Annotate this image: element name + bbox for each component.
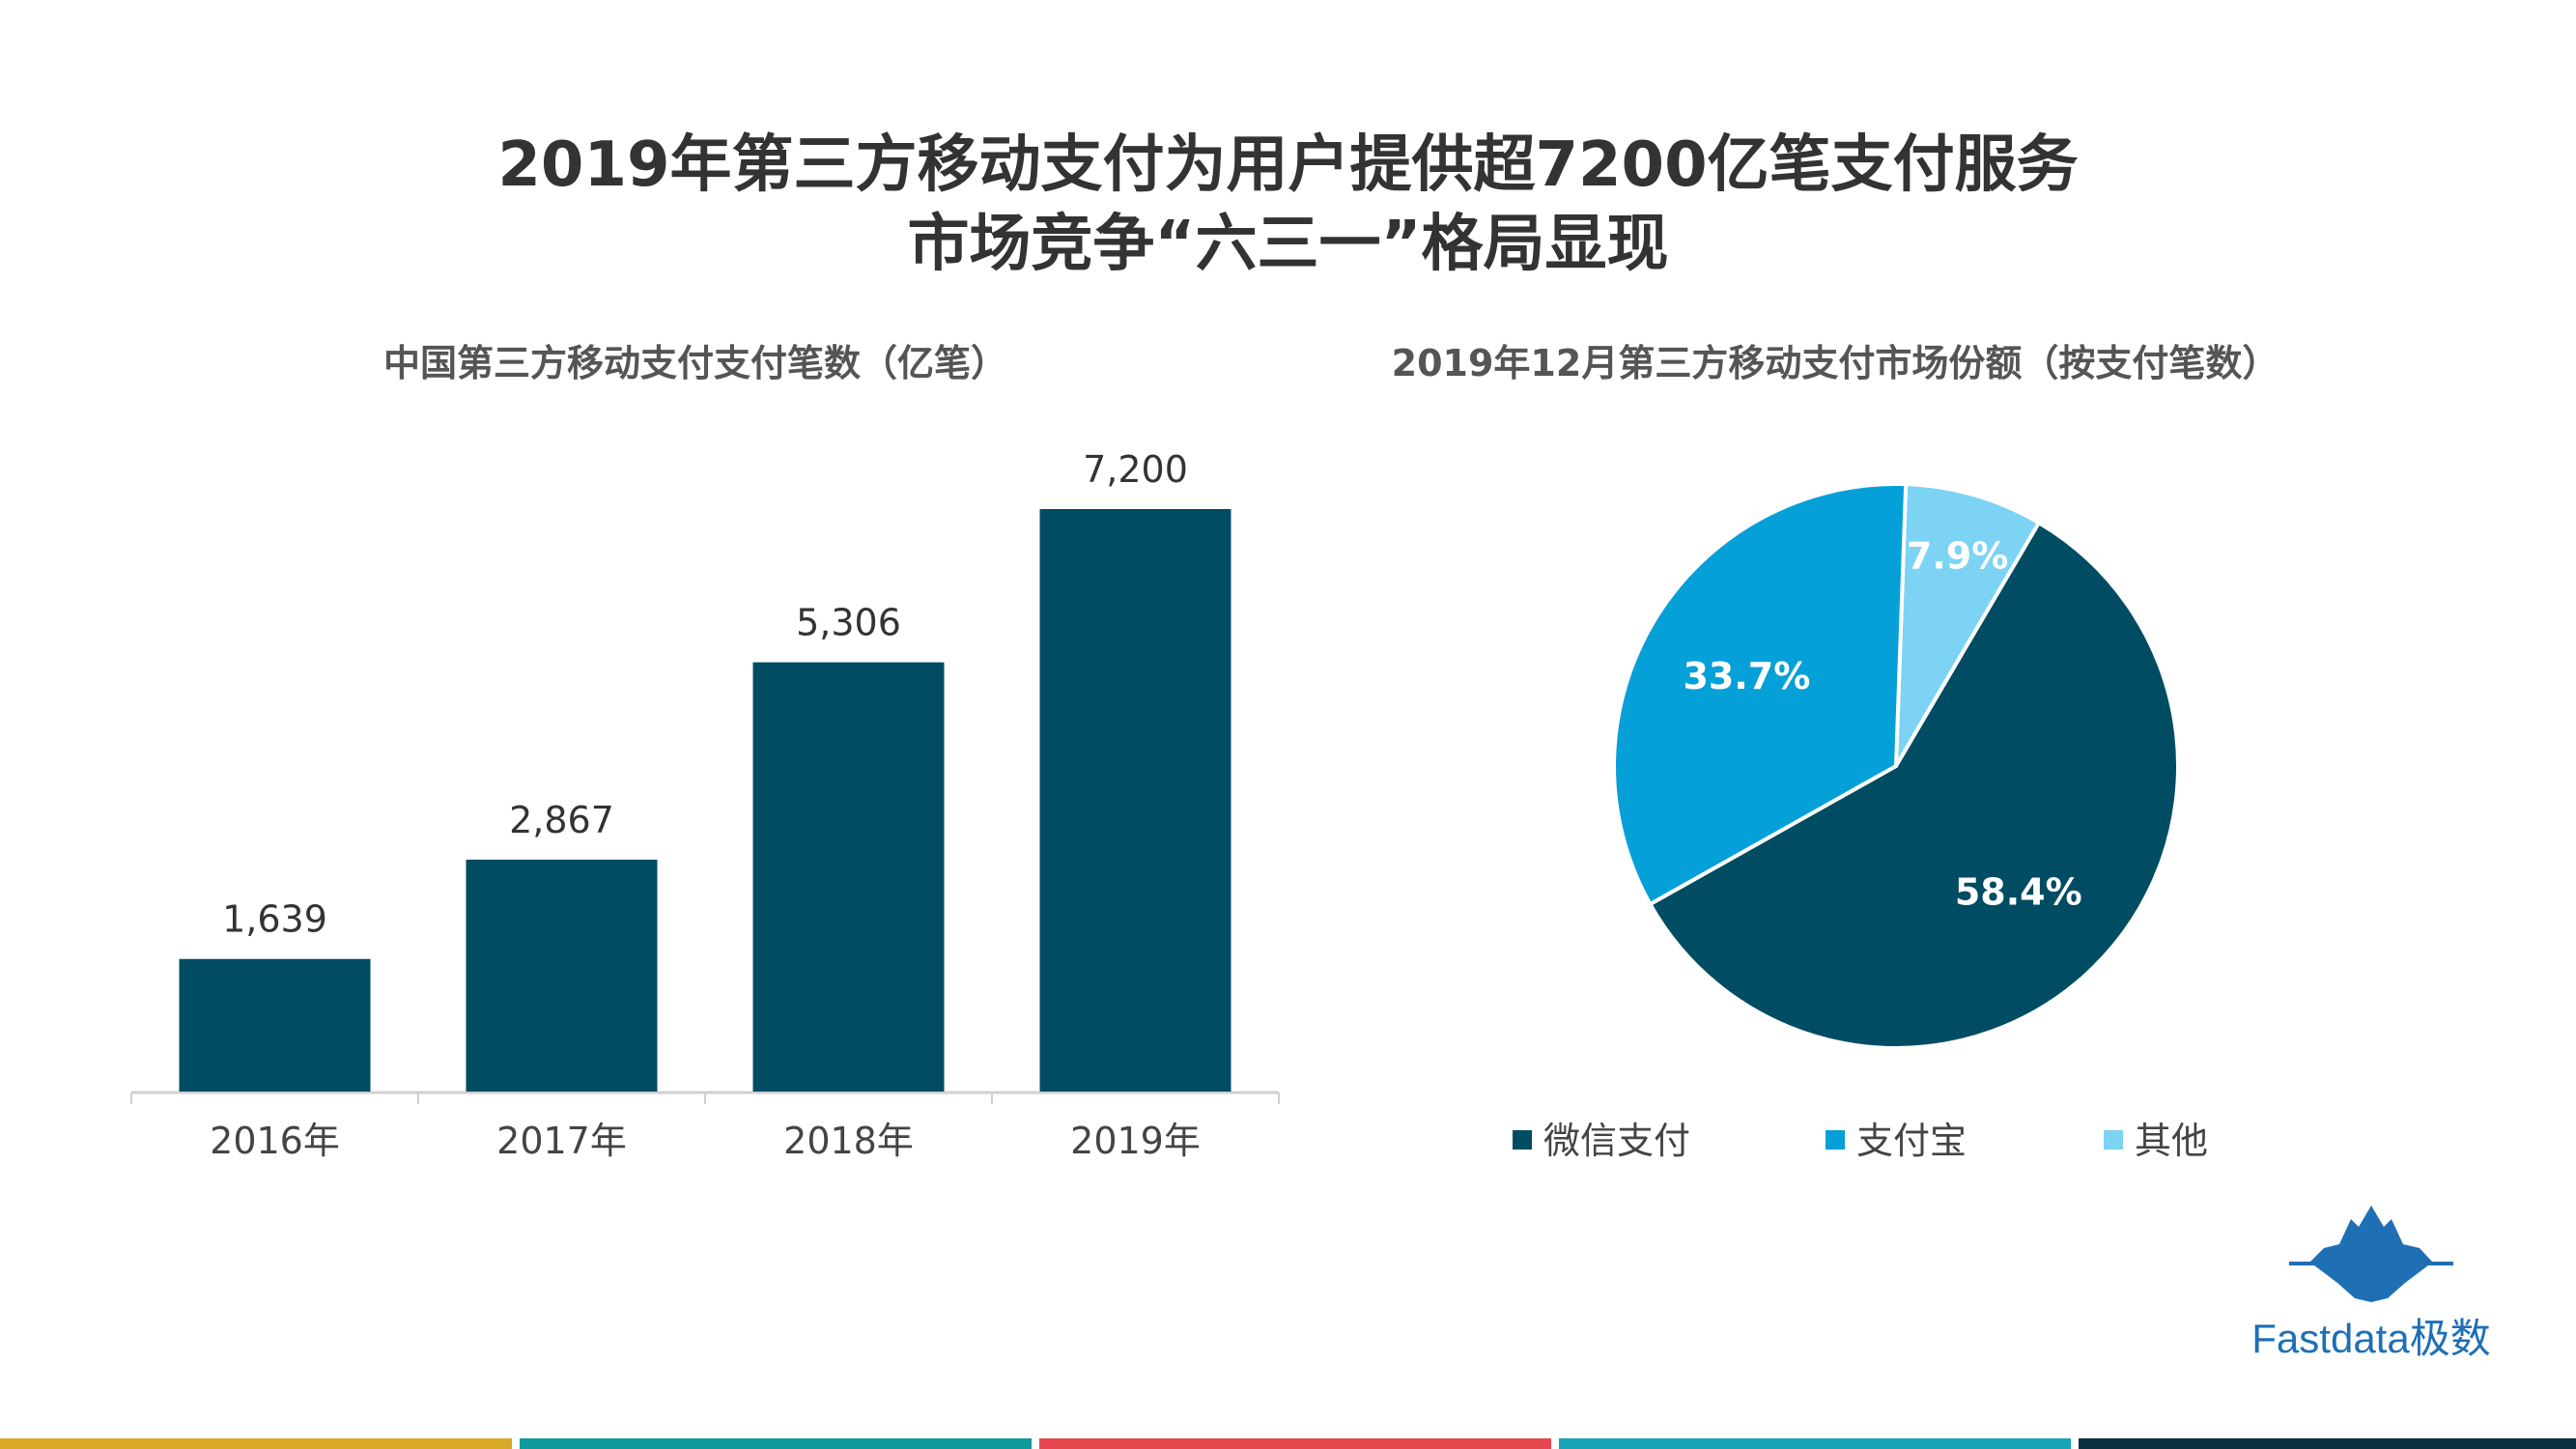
category-label: 2018年 <box>783 1120 914 1162</box>
pie-slice-label: 33.7% <box>1683 655 1810 697</box>
bar-chart-title: 中国第三方移动支付支付笔数（亿笔） <box>382 342 1007 384</box>
pie-slice-label: 7.9% <box>1907 534 2008 577</box>
bar <box>179 958 371 1092</box>
bar-value-label: 7,200 <box>1083 448 1188 491</box>
bar-value-label: 2,867 <box>509 799 614 841</box>
legend-swatch <box>1826 1130 1845 1150</box>
strip-segment <box>1559 1438 2071 1449</box>
legend-swatch <box>1513 1130 1532 1150</box>
bar <box>466 859 658 1092</box>
bar <box>1039 509 1231 1092</box>
legend-label: 其他 <box>2135 1120 2208 1162</box>
pie-slice <box>1612 482 1909 907</box>
pie-slice <box>1647 520 2180 1050</box>
logo-text: Fastdata极数 <box>2251 1316 2491 1361</box>
strip-segment <box>1039 1438 1551 1449</box>
legend-label: 支付宝 <box>1856 1120 1967 1162</box>
pie-slice <box>1894 482 2042 768</box>
page-title-line2: 市场竞争“六三一”格局显现 <box>907 209 1669 280</box>
category-label: 2016年 <box>210 1120 340 1162</box>
pie-chart-title: 2019年12月第三方移动支付市场份额（按支付笔数） <box>1391 342 2279 384</box>
iceberg-icon <box>2289 1206 2453 1302</box>
category-label: 2017年 <box>496 1120 627 1162</box>
bar-value-label: 1,639 <box>222 898 327 941</box>
strip-segment <box>520 1438 1032 1449</box>
legend-label: 微信支付 <box>1543 1120 1690 1162</box>
fastdata-logo: Fastdata极数 <box>2231 1198 2511 1372</box>
strip-segment <box>2079 1438 2576 1449</box>
bar-value-label: 5,306 <box>796 602 901 644</box>
strip-segment <box>0 1438 512 1449</box>
page-title-line1: 2019年第三方移动支付为用户提供超7200亿笔支付服务 <box>497 129 2079 201</box>
legend-swatch <box>2104 1130 2123 1150</box>
bottom-color-strip <box>0 1438 2576 1449</box>
category-label: 2019年 <box>1070 1120 1201 1162</box>
pie-slice-label: 58.4% <box>1955 870 2082 913</box>
bar <box>752 662 945 1092</box>
